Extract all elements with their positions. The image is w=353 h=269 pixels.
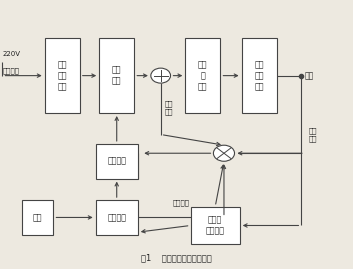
Bar	[191, 207, 240, 244]
Text: 输出: 输出	[305, 71, 314, 80]
Bar	[96, 200, 138, 235]
Text: 全桥
逆变: 全桥 逆变	[112, 66, 121, 86]
Text: 电网电压: 电网电压	[2, 67, 19, 74]
Text: 输入
整流
滤波: 输入 整流 滤波	[58, 60, 67, 91]
Bar	[241, 38, 277, 113]
Text: 保护: 保护	[33, 213, 42, 222]
Bar	[22, 200, 53, 235]
Text: 电压
反馈: 电压 反馈	[309, 128, 317, 141]
Text: 驱动电路: 驱动电路	[107, 157, 126, 166]
Bar	[185, 38, 221, 113]
Text: 输出
整流
滤波: 输出 整流 滤波	[255, 60, 264, 91]
Bar	[96, 144, 138, 179]
Text: 外特性
控制电路: 外特性 控制电路	[206, 215, 225, 236]
Text: 图1    逆变弧焊电源结构框图: 图1 逆变弧焊电源结构框图	[141, 253, 212, 262]
Text: 高频
变
压器: 高频 变 压器	[198, 60, 208, 91]
Text: 移相控制: 移相控制	[107, 213, 126, 222]
Text: 220V: 220V	[2, 51, 20, 57]
Bar	[44, 38, 80, 113]
Text: 电流
反馈: 电流 反馈	[165, 101, 173, 115]
Text: 斜坡补偿: 斜坡补偿	[172, 199, 190, 206]
Circle shape	[214, 145, 234, 161]
Bar	[99, 38, 134, 113]
Circle shape	[151, 68, 170, 83]
